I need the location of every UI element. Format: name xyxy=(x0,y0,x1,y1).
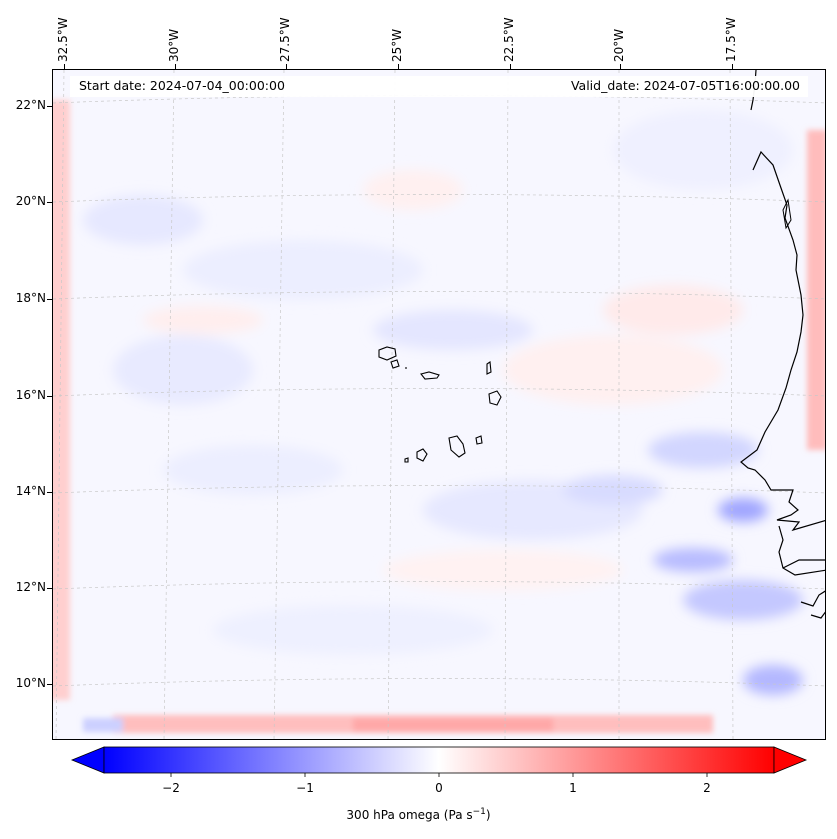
boundary-zone xyxy=(53,100,825,733)
island-santo-antao xyxy=(378,346,397,361)
island-sao-nicolau xyxy=(420,371,440,380)
latitude-tick xyxy=(47,588,52,589)
latitude-label: 14°N xyxy=(15,484,46,498)
valid-date-text: Valid_date: 2024-07-05T16:00:00.00 xyxy=(570,78,800,93)
latitude-tick xyxy=(47,106,52,107)
date-header-background xyxy=(70,76,808,97)
latitude-tick xyxy=(47,684,52,685)
longitude-label: 17.5°W xyxy=(724,17,738,62)
island-maio xyxy=(475,435,483,445)
longitude-tick xyxy=(286,64,287,69)
omega-field-patches xyxy=(83,110,803,695)
longitude-tick xyxy=(620,64,621,69)
latitude-label: 18°N xyxy=(15,291,46,305)
colorbar-tick-label: 1 xyxy=(569,781,577,795)
latitude-label: 20°N xyxy=(15,194,46,208)
colorbar-ticks xyxy=(170,773,708,777)
latitude-label: 10°N xyxy=(15,676,46,690)
latitude-tick xyxy=(47,396,52,397)
island-santiago xyxy=(448,435,466,458)
colorbar-label-superscript: −1 xyxy=(472,807,486,817)
longitude-tick xyxy=(510,64,511,69)
omega-field-map xyxy=(53,70,825,739)
coastal-island-outline xyxy=(782,198,792,230)
colorbar-max-extend xyxy=(773,746,808,774)
colorbar-gradient xyxy=(103,746,775,774)
colorbar-label-close: ) xyxy=(485,808,491,822)
colorbar-label: 300 hPa omega (Pa s−1) xyxy=(0,807,837,822)
latitude-label: 12°N xyxy=(15,580,46,594)
colorbar xyxy=(70,746,808,777)
graticule xyxy=(53,70,825,739)
latitude-tick xyxy=(47,492,52,493)
colorbar-label-text: 300 hPa omega (Pa s xyxy=(346,808,473,822)
longitude-label: 25°W xyxy=(390,28,404,62)
latitude-label: 22°N xyxy=(15,98,46,112)
colorbar-tick-label: −1 xyxy=(296,781,314,795)
start-date-text: Start date: 2024-07-04_00:00:00 xyxy=(79,78,285,93)
colorbar-min-extend xyxy=(70,746,105,774)
longitude-label: 30°W xyxy=(167,28,181,62)
cape-verde-islands xyxy=(378,346,502,463)
colorbar-tick-label: 2 xyxy=(703,781,711,795)
longitude-tick xyxy=(64,64,65,69)
longitude-tick xyxy=(398,64,399,69)
island-boa-vista xyxy=(488,390,502,406)
longitude-label: 20°W xyxy=(612,28,626,62)
island-brava xyxy=(404,457,409,463)
colorbar-tick-label: 0 xyxy=(435,781,443,795)
island-fogo xyxy=(416,448,428,462)
island-sao-vicente xyxy=(390,359,400,369)
longitude-tick xyxy=(732,64,733,69)
latitude-tick xyxy=(47,202,52,203)
island-sal xyxy=(486,361,492,375)
map-panel xyxy=(52,69,826,740)
colorbar-tick-label: −2 xyxy=(162,781,180,795)
longitude-label: 27.5°W xyxy=(278,17,292,62)
longitude-label: 32.5°W xyxy=(56,17,70,62)
latitude-tick xyxy=(47,299,52,300)
latitude-label: 16°N xyxy=(15,388,46,402)
longitude-label: 22.5°W xyxy=(502,17,516,62)
longitude-tick xyxy=(175,64,176,69)
